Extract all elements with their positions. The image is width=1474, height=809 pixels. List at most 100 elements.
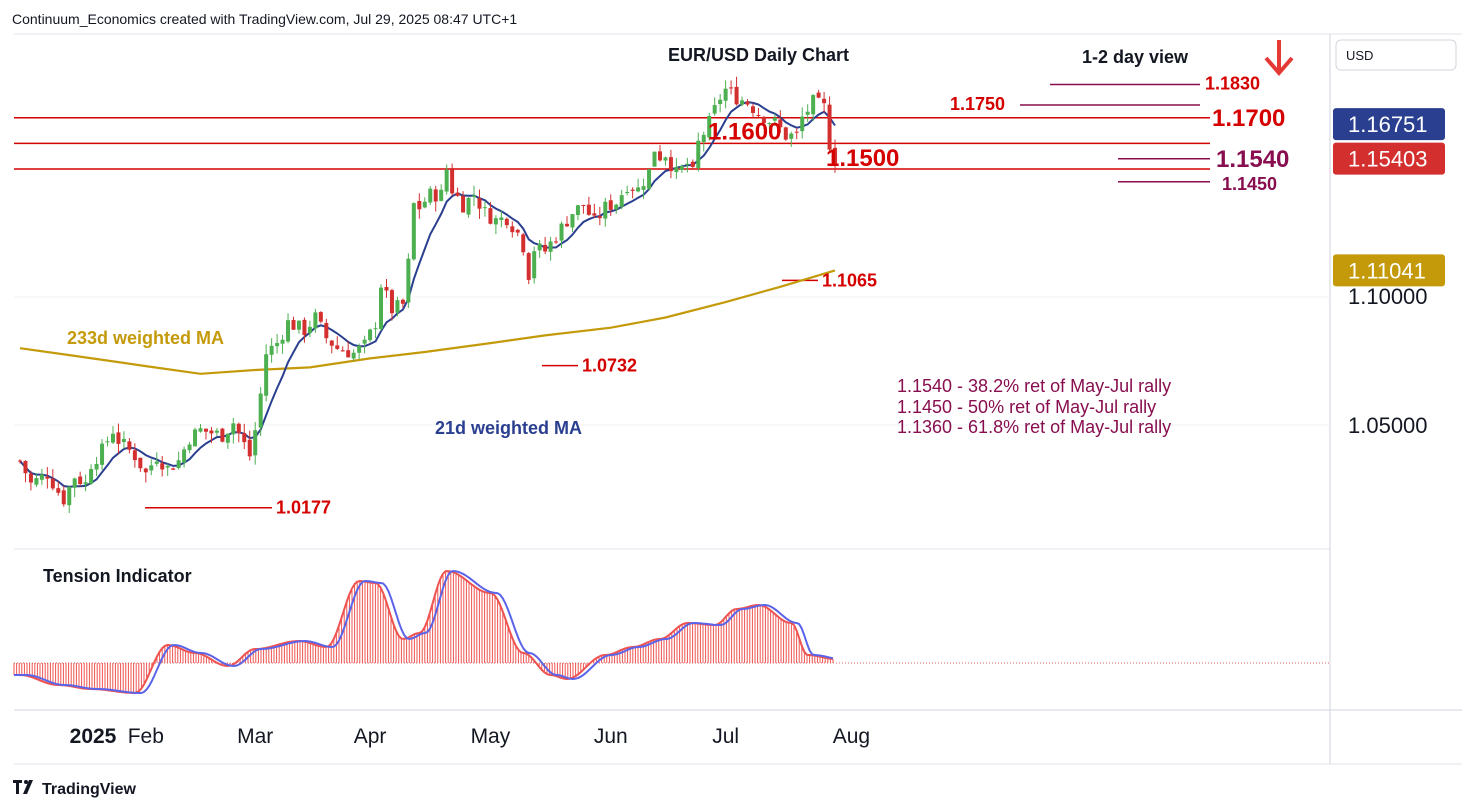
- levels-layer: [14, 83, 1210, 509]
- candle: [302, 317, 307, 343]
- candle-body: [23, 460, 28, 474]
- candle: [526, 252, 531, 285]
- price-badge-label: 1.11041: [1348, 258, 1426, 283]
- currency-box[interactable]: [1335, 39, 1457, 71]
- candle-body: [455, 192, 460, 196]
- candle: [510, 221, 515, 238]
- candle: [674, 158, 679, 179]
- candle-body: [406, 258, 411, 303]
- candle-body: [105, 441, 110, 443]
- candle-body: [50, 478, 55, 489]
- price-badge-label: 1.16751: [1348, 112, 1428, 137]
- candle-body: [34, 478, 39, 485]
- candle: [772, 113, 777, 126]
- price-badges: 1.16751 1.15403 1.11041: [1333, 108, 1445, 287]
- candle: [466, 196, 471, 218]
- candle: [83, 474, 88, 492]
- level-label: 1.1500: [826, 145, 899, 172]
- ma233-line: [19, 269, 836, 375]
- candle: [351, 349, 356, 361]
- candle-body: [679, 165, 684, 170]
- candle-body: [400, 299, 405, 304]
- candle-body: [466, 197, 471, 215]
- ytick-110: 1.10000: [1348, 284, 1428, 309]
- candle-body: [220, 428, 225, 442]
- note-3: 1.1360 - 61.8% ret of May-Jul rally: [897, 417, 1171, 437]
- candle-body: [275, 343, 280, 347]
- ma21-line: [19, 100, 836, 488]
- candle: [603, 197, 608, 227]
- candle-body: [143, 468, 148, 473]
- candle-body: [389, 290, 394, 314]
- chart-title: EUR/USD Daily Chart: [668, 45, 849, 65]
- candle: [712, 97, 717, 116]
- candle: [307, 320, 312, 338]
- xtick-label: May: [471, 725, 511, 748]
- candle-body: [72, 478, 77, 488]
- candle-body: [171, 468, 176, 470]
- candle: [165, 463, 170, 477]
- candle-body: [614, 204, 619, 210]
- candle: [231, 417, 236, 444]
- candle: [362, 335, 367, 354]
- candle-body: [532, 251, 537, 279]
- candle: [439, 184, 444, 202]
- candle-body: [816, 92, 821, 98]
- candle: [45, 467, 50, 489]
- level-label: 1.1450: [1222, 174, 1277, 194]
- xtick-label: Feb: [128, 725, 164, 748]
- moving-averages-layer: [19, 100, 836, 488]
- time-axis: 2025 Feb Mar Apr May Jun Jul Aug: [70, 725, 870, 748]
- candle-body: [149, 465, 154, 471]
- candle-body: [586, 204, 591, 215]
- candle-body: [313, 312, 318, 329]
- ma21-label: 21d weighted MA: [435, 418, 582, 438]
- candle-body: [510, 226, 515, 233]
- candle-body: [554, 241, 559, 243]
- candle-body: [395, 300, 400, 313]
- candle: [515, 228, 520, 237]
- candle-body: [428, 188, 433, 203]
- candle: [433, 185, 438, 212]
- candle: [575, 204, 580, 221]
- candle-body: [231, 423, 236, 435]
- candle: [171, 467, 176, 470]
- candle-body: [548, 241, 553, 252]
- candle: [641, 178, 646, 199]
- candle: [811, 94, 816, 121]
- candle: [740, 96, 745, 107]
- candle: [368, 328, 373, 343]
- candle-body: [499, 217, 504, 221]
- candle: [121, 431, 126, 449]
- candle-body: [100, 443, 105, 465]
- note-1: 1.1540 - 38.2% ret of May-Jul rally: [897, 376, 1171, 396]
- candle-body: [827, 104, 832, 150]
- candle-body: [160, 463, 165, 470]
- candle-body: [701, 134, 706, 143]
- candle: [406, 253, 411, 308]
- candle: [280, 334, 285, 354]
- candle: [729, 80, 734, 95]
- candle: [182, 446, 187, 468]
- candle-body: [750, 106, 755, 113]
- candle: [28, 470, 33, 491]
- candle-body: [472, 195, 477, 198]
- candle: [400, 298, 405, 308]
- candle-body: [357, 345, 362, 353]
- candle: [389, 288, 394, 321]
- candle: [679, 164, 684, 174]
- candle-body: [537, 243, 542, 251]
- candle-body: [61, 490, 66, 505]
- candle-body: [565, 223, 569, 227]
- currency-label[interactable]: USD: [1346, 48, 1373, 63]
- candle-body: [745, 101, 750, 105]
- candle-body: [417, 200, 422, 210]
- candle: [193, 427, 198, 447]
- candle: [395, 296, 400, 317]
- candle: [690, 159, 695, 169]
- candle: [488, 201, 493, 225]
- candle: [750, 103, 755, 118]
- candle-body: [362, 339, 367, 344]
- candle-body: [778, 119, 783, 128]
- candle: [723, 80, 728, 109]
